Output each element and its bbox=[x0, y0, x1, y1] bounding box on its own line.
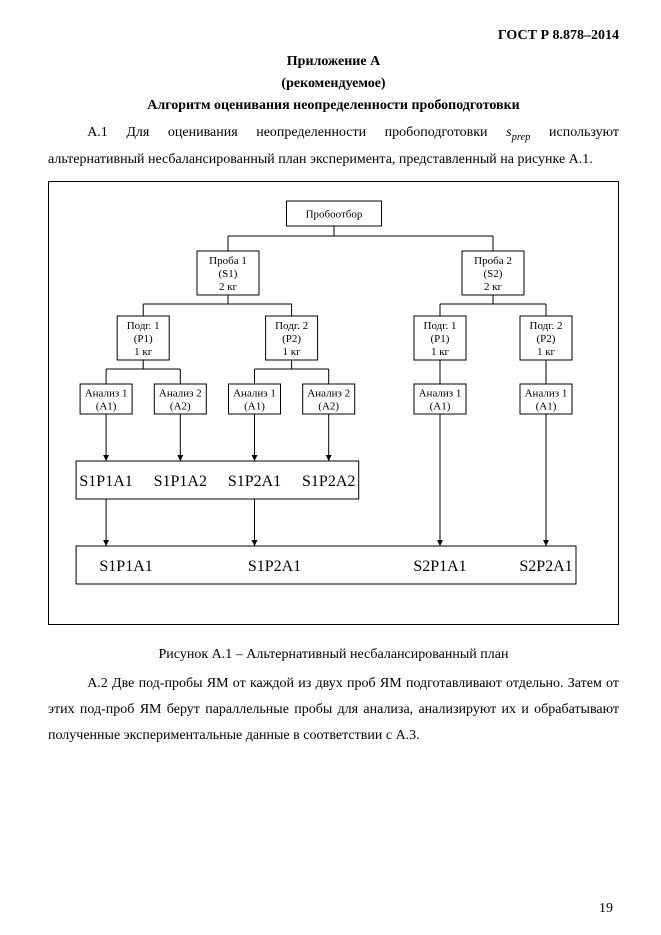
svg-text:(A2): (A2) bbox=[318, 400, 339, 412]
svg-text:2 кг: 2 кг bbox=[483, 281, 502, 293]
figure-caption: Рисунок А.1 – Альтернативный несбалансир… bbox=[48, 647, 619, 663]
svg-text:Подг. 2: Подг. 2 bbox=[529, 320, 562, 332]
svg-text:Анализ 2: Анализ 2 bbox=[158, 387, 201, 399]
svg-text:(P1): (P1) bbox=[430, 333, 449, 345]
svg-text:S1P1A2: S1P1A2 bbox=[153, 473, 206, 490]
svg-text:S2P2A1: S2P2A1 bbox=[519, 558, 572, 575]
para-a1: А.1 Для оценивания неопределенности проб… bbox=[48, 120, 619, 173]
svg-text:Проба 1: Проба 1 bbox=[209, 255, 247, 267]
svg-text:Анализ 1: Анализ 1 bbox=[84, 387, 127, 399]
svg-text:Анализ 1: Анализ 1 bbox=[418, 387, 461, 399]
svg-text:(A1): (A1) bbox=[95, 400, 116, 412]
doc-header: ГОСТ Р 8.878–2014 bbox=[48, 28, 619, 44]
appendix-title: Приложение А bbox=[48, 54, 619, 70]
symbol-s: sprep bbox=[506, 125, 530, 140]
svg-text:(S1): (S1) bbox=[218, 268, 237, 280]
svg-text:(A1): (A1) bbox=[429, 400, 450, 412]
svg-text:S1P1A1: S1P1A1 bbox=[99, 558, 152, 575]
svg-text:(A2): (A2) bbox=[169, 400, 190, 412]
svg-text:(P2): (P2) bbox=[536, 333, 555, 345]
svg-text:Подг. 1: Подг. 1 bbox=[423, 320, 456, 332]
appendix-subtitle: (рекомендуемое) bbox=[48, 76, 619, 92]
svg-text:S1P1A1: S1P1A1 bbox=[79, 473, 132, 490]
svg-text:Пробоотбор: Пробоотбор bbox=[305, 208, 362, 220]
para-a1-pre: А.1 Для оценивания неопределенности проб… bbox=[87, 125, 506, 140]
figure-a1: ПробоотборПроба 1(S1)2 кгПроба 2(S2)2 кг… bbox=[48, 181, 619, 625]
svg-text:(S2): (S2) bbox=[483, 268, 502, 280]
para-a2: А.2 Две под-пробы ЯМ от каждой из двух п… bbox=[48, 671, 619, 749]
svg-text:(A1): (A1) bbox=[244, 400, 265, 412]
diagram-svg: ПробоотборПроба 1(S1)2 кгПроба 2(S2)2 кг… bbox=[69, 196, 599, 606]
svg-text:S2P1A1: S2P1A1 bbox=[413, 558, 466, 575]
svg-text:S1P2A1: S1P2A1 bbox=[247, 558, 300, 575]
svg-text:S1P2A2: S1P2A2 bbox=[302, 473, 355, 490]
svg-text:1 кг: 1 кг bbox=[134, 346, 153, 358]
svg-text:Анализ 2: Анализ 2 bbox=[307, 387, 350, 399]
svg-text:1 кг: 1 кг bbox=[536, 346, 555, 358]
svg-text:Проба 2: Проба 2 bbox=[474, 255, 512, 267]
svg-text:Анализ 1: Анализ 1 bbox=[233, 387, 276, 399]
svg-text:Подг. 2: Подг. 2 bbox=[275, 320, 308, 332]
svg-text:1 кг: 1 кг bbox=[282, 346, 301, 358]
section-title: Алгоритм оценивания неопределенности про… bbox=[48, 98, 619, 114]
svg-text:(A1): (A1) bbox=[535, 400, 556, 412]
svg-text:2 кг: 2 кг bbox=[218, 281, 237, 293]
page-number: 19 bbox=[599, 901, 613, 917]
svg-text:(P2): (P2) bbox=[282, 333, 301, 345]
svg-text:1 кг: 1 кг bbox=[430, 346, 449, 358]
svg-text:Подг. 1: Подг. 1 bbox=[126, 320, 159, 332]
svg-text:S1P2A1: S1P2A1 bbox=[227, 473, 280, 490]
svg-text:(P1): (P1) bbox=[133, 333, 152, 345]
svg-text:Анализ 1: Анализ 1 bbox=[524, 387, 567, 399]
